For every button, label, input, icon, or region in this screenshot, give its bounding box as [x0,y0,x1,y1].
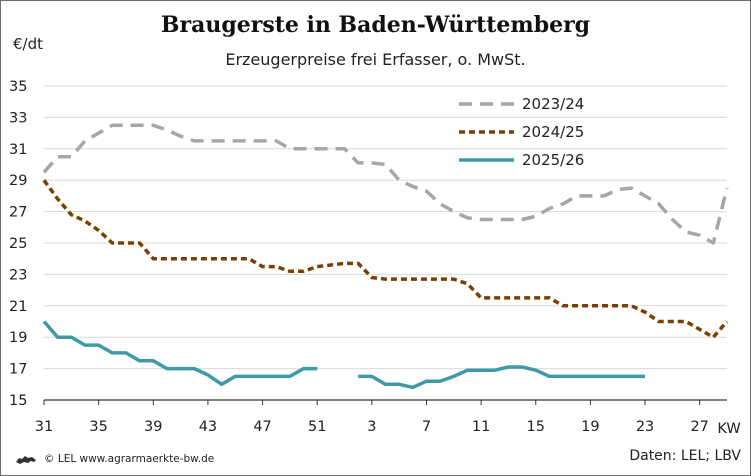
x-axis-label: KW [717,421,740,437]
x-tick-label-39: 39 [144,419,162,435]
y-tick-label-17: 17 [9,362,27,378]
y-axis-unit: €/dt [13,35,43,53]
axes: 15 17 19 21 23 25 27 29 31 33 35 31 35 39 43 47 51 3 7 11 15… [9,79,741,437]
x-tick-label-23: 23 [636,419,654,435]
chart-subtitle: Erzeugerpreise frei Erfasser, o. MwSt. [225,50,526,69]
grid-lines [44,85,727,370]
y-tick-label-31: 31 [9,142,27,158]
x-tick-label-51: 51 [308,419,326,435]
chart-title: Braugerste in Baden-Württemberg [160,12,591,38]
legend-2025-26-label: 2025/26 [522,151,584,169]
y-tick-label-35: 35 [9,79,27,95]
series-2025-26-segment-1 [42,320,318,387]
x-tick-label-35: 35 [89,419,107,435]
x-tick-label-47: 47 [253,419,271,435]
y-tick-label-27: 27 [9,205,27,221]
series-2024-25-line [42,179,729,339]
y-tick-label-25: 25 [9,236,27,252]
x-tick-label-7: 7 [422,419,431,435]
y-tick-label-21: 21 [9,299,27,315]
x-tick-label-19: 19 [581,419,599,435]
series-2023-24-line [42,123,729,245]
series-2025-26-segment-2 [358,365,645,390]
series-lines [42,123,729,390]
legend-2024-25-label: 2024/25 [522,123,584,141]
x-tick-label-3: 3 [367,419,376,435]
lion-logo-icon [16,456,36,464]
y-tick-label-19: 19 [9,330,27,346]
y-tick-label-29: 29 [9,173,27,189]
x-tick-label-11: 11 [472,419,490,435]
x-tick-label-15: 15 [527,419,545,435]
y-tick-label-23: 23 [9,267,27,283]
data-source: Daten: LEL; LBV [629,448,741,464]
footer-credit-text: © LEL www.agrarmaerkte-bw.de [44,453,215,465]
x-tick-label-31: 31 [35,419,53,435]
y-tick-label-33: 33 [9,110,27,126]
x-tick-label-27: 27 [690,419,708,435]
y-tick-label-15: 15 [9,393,27,409]
legend: 2023/24 2024/25 2025/26 [459,95,584,169]
x-tick-label-43: 43 [199,419,217,435]
footer-credit: © LEL www.agrarmaerkte-bw.de [14,452,214,466]
legend-2023-24-label: 2023/24 [522,95,584,113]
